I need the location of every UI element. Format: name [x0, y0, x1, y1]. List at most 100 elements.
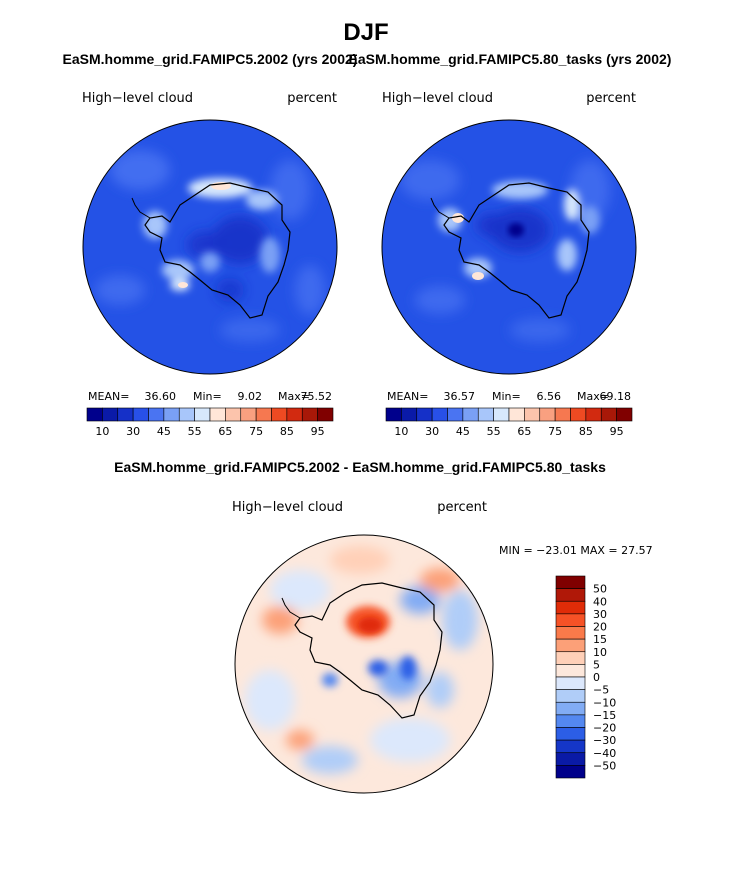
left-colorbar-tick-label: 75 [249, 425, 263, 438]
left-colorbar-swatch [271, 407, 288, 422]
right-colorbar-tick-label: 95 [610, 425, 624, 438]
difference-colorbar-swatch [555, 613, 586, 627]
left-units-label: percent [287, 91, 337, 106]
left-colorbar-tick-label: 85 [280, 425, 294, 438]
left-mean-value: 36.60 [145, 390, 177, 403]
right-mean-label: MEAN= [387, 390, 428, 403]
left-colorbar-swatch [163, 407, 180, 422]
main-title: DJF [343, 19, 388, 46]
left-colorbar-tick-label: 10 [95, 425, 109, 438]
left-colorbar-tick-label: 65 [218, 425, 232, 438]
difference-colorbar-swatch [555, 600, 586, 615]
left-colorbar-tick-label: 95 [311, 425, 325, 438]
left-colorbar-tick-label: 45 [157, 425, 171, 438]
left-colorbar: 10 30 45 55 65 75 85 95 [86, 407, 334, 438]
right-colorbar-swatch [401, 407, 418, 422]
left-variable-label: High−level cloud [82, 91, 193, 106]
diff-units-label: percent [437, 500, 487, 515]
difference-colorbar-tick-label: −20 [593, 722, 616, 735]
difference-colorbar-tick-label: −30 [593, 734, 616, 747]
difference-colorbar-swatch [555, 651, 586, 665]
difference-colorbar-swatch [555, 588, 586, 602]
right-mean-value: 36.57 [444, 390, 476, 403]
difference-colorbar-swatch [555, 727, 586, 741]
right-colorbar-swatch [508, 407, 525, 422]
difference-colorbar-swatch [555, 664, 586, 678]
left-colorbar-swatch [209, 407, 226, 422]
difference-colorbar-tick-label: −40 [593, 747, 616, 760]
left-colorbar-swatch [286, 407, 303, 422]
right-colorbar-swatch [477, 407, 494, 422]
difference-colorbar-swatch [555, 626, 586, 640]
left-polar-map [82, 119, 338, 375]
right-colorbar-tick-label: 75 [548, 425, 562, 438]
left-colorbar-swatch [148, 407, 165, 422]
right-colorbar-tick-label: 30 [425, 425, 439, 438]
left-colorbar-swatch [178, 407, 195, 422]
right-variable-label: High−level cloud [382, 91, 493, 106]
left-colorbar-swatch [86, 407, 103, 422]
left-colorbar-swatch [194, 407, 211, 422]
right-colorbar-tick-label: 65 [517, 425, 531, 438]
left-colorbar-swatch [225, 407, 242, 422]
difference-colorbar-swatch [555, 765, 586, 779]
left-max-value: 75.52 [301, 390, 333, 403]
right-units-label: percent [586, 91, 636, 106]
right-colorbar-swatch [600, 407, 617, 422]
difference-colorbar-tick-label: −10 [593, 696, 616, 709]
difference-colorbar-tick-label: 40 [593, 595, 607, 608]
left-panel-title: EaSM.homme_grid.FAMIPC5.2002 (yrs 2002) [63, 51, 358, 67]
difference-colorbar-tick-label: 20 [593, 621, 607, 634]
difference-colorbar-swatch [555, 638, 586, 653]
right-colorbar-swatch [447, 407, 464, 422]
left-colorbar-swatch [255, 407, 272, 422]
right-min-label: Min= [492, 390, 521, 403]
difference-colorbar-tick-label: 0 [593, 671, 600, 684]
left-colorbar-swatch [240, 407, 257, 422]
right-colorbar-tick-label: 10 [394, 425, 408, 438]
difference-polar-map [234, 534, 494, 794]
left-colorbar-swatch [102, 407, 119, 422]
right-colorbar-tick-label: 85 [579, 425, 593, 438]
right-colorbar-swatch [554, 407, 571, 422]
right-panel-title: EaSM.homme_grid.FAMIPC5.80_tasks (yrs 20… [349, 51, 672, 67]
left-min-value: 9.02 [238, 390, 263, 403]
difference-colorbar-swatch [555, 714, 586, 728]
left-max-label: Max= [278, 390, 310, 403]
difference-colorbar-tick-label: 5 [593, 658, 600, 671]
left-mean-label: MEAN= [88, 390, 129, 403]
right-colorbar-swatch [539, 407, 556, 422]
difference-colorbar-tick-label: 15 [593, 633, 607, 646]
difference-colorbar-tick-label: −15 [593, 709, 616, 722]
difference-colorbar-swatch [555, 701, 586, 716]
left-colorbar-swatch [117, 407, 134, 422]
difference-colorbar-tick-label: 10 [593, 646, 607, 659]
right-colorbar-swatch [431, 407, 448, 422]
right-polar-map [381, 119, 637, 375]
left-min-label: Min= [193, 390, 222, 403]
right-colorbar-swatch [616, 407, 633, 422]
difference-colorbar-tick-label: 30 [593, 608, 607, 621]
left-colorbar-swatch [317, 407, 334, 422]
right-colorbar-swatch [570, 407, 587, 422]
diff-variable-label: High−level cloud [232, 500, 343, 515]
left-colorbar-tick-label: 55 [188, 425, 202, 438]
left-colorbar-swatch [132, 407, 149, 422]
right-max-value: 69.18 [600, 390, 632, 403]
right-colorbar-swatch [493, 407, 510, 422]
left-colorbar-tick-label: 30 [126, 425, 140, 438]
difference-panel-title: EaSM.homme_grid.FAMIPC5.2002 - EaSM.homm… [114, 459, 606, 475]
difference-colorbar-swatch [555, 739, 586, 754]
right-colorbar-tick-label: 45 [456, 425, 470, 438]
left-colorbar-swatch [301, 407, 318, 422]
right-colorbar: 10 30 45 55 65 75 85 95 [385, 407, 633, 438]
difference-colorbar-swatch [555, 689, 586, 703]
right-colorbar-swatch [585, 407, 602, 422]
right-min-value: 6.56 [537, 390, 562, 403]
right-colorbar-swatch [416, 407, 433, 422]
right-colorbar-swatch [385, 407, 402, 422]
right-colorbar-swatch [462, 407, 479, 422]
